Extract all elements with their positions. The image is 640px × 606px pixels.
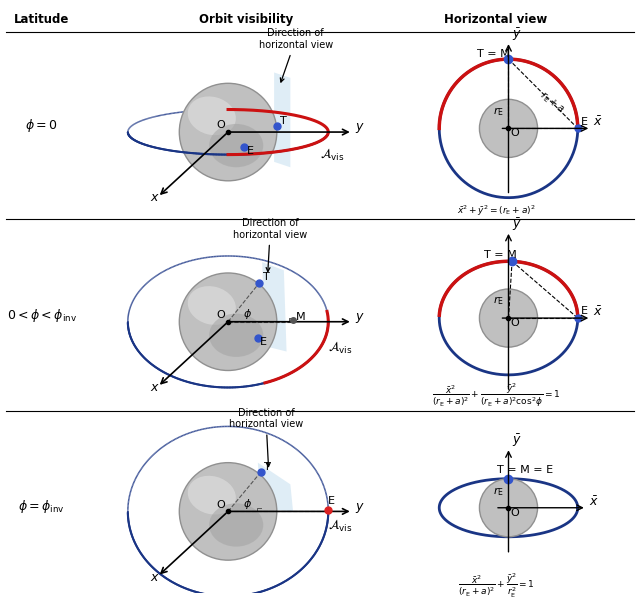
Text: Direction of
horizontal view: Direction of horizontal view bbox=[229, 408, 303, 467]
Text: E: E bbox=[581, 307, 588, 316]
Text: $\phi = 0$: $\phi = 0$ bbox=[25, 117, 58, 134]
Ellipse shape bbox=[179, 83, 277, 181]
Ellipse shape bbox=[188, 96, 236, 135]
Text: T = M = E: T = M = E bbox=[497, 465, 554, 475]
Text: Horizontal view: Horizontal view bbox=[444, 13, 548, 26]
Text: $\mathcal{A}_{\rm vis}$: $\mathcal{A}_{\rm vis}$ bbox=[328, 518, 353, 534]
Text: O: O bbox=[511, 128, 520, 138]
Text: $\bar{x}$: $\bar{x}$ bbox=[589, 495, 599, 508]
Text: $\phi$: $\phi$ bbox=[243, 307, 252, 321]
Text: O: O bbox=[511, 508, 520, 518]
Ellipse shape bbox=[209, 313, 263, 357]
Text: $\bar{x}^2 + \bar{y}^2 = (r_{\rm E} + a)^2$: $\bar{x}^2 + \bar{y}^2 = (r_{\rm E} + a)… bbox=[457, 204, 535, 218]
Text: T = M: T = M bbox=[484, 250, 516, 260]
Text: $\bar{x}$: $\bar{x}$ bbox=[593, 116, 604, 129]
Text: T: T bbox=[280, 116, 287, 126]
Text: $r_{\rm E}+a$: $r_{\rm E}+a$ bbox=[536, 88, 566, 116]
Text: $\phi = \phi_{\rm inv}$: $\phi = \phi_{\rm inv}$ bbox=[18, 498, 65, 514]
Text: M: M bbox=[296, 311, 306, 322]
Text: T: T bbox=[264, 462, 271, 471]
Text: $x$: $x$ bbox=[150, 191, 159, 204]
Ellipse shape bbox=[188, 286, 236, 325]
Text: $\bar{y}$: $\bar{y}$ bbox=[511, 27, 522, 43]
Text: $\dfrac{\bar{x}^2}{(r_{\rm E}+a)^2} + \dfrac{\bar{y}^2}{r_{\rm E}^2} = 1$: $\dfrac{\bar{x}^2}{(r_{\rm E}+a)^2} + \d… bbox=[458, 572, 534, 600]
Ellipse shape bbox=[179, 273, 277, 370]
Text: $\mathcal{A}_{\rm vis}$: $\mathcal{A}_{\rm vis}$ bbox=[320, 147, 345, 163]
Text: $\dfrac{\bar{x}^2}{(r_{\rm E}+a)^2} + \dfrac{\bar{y}^2}{(r_{\rm E}+a)^2\cos^2\!\: $\dfrac{\bar{x}^2}{(r_{\rm E}+a)^2} + \d… bbox=[432, 381, 560, 409]
Text: E: E bbox=[260, 337, 267, 347]
Text: Direction of
horizontal view: Direction of horizontal view bbox=[233, 218, 307, 271]
Text: Orbit visibility: Orbit visibility bbox=[199, 13, 294, 26]
Text: $r_{\rm E}$: $r_{\rm E}$ bbox=[493, 295, 504, 307]
Circle shape bbox=[479, 289, 538, 347]
Text: Direction of
horizontal view: Direction of horizontal view bbox=[259, 28, 333, 82]
Text: $y$: $y$ bbox=[355, 501, 365, 514]
Text: $r_{\rm E}$: $r_{\rm E}$ bbox=[493, 485, 504, 499]
Text: $\bar{y}$: $\bar{y}$ bbox=[511, 433, 522, 449]
Text: $\mathcal{A}_{\rm vis}$: $\mathcal{A}_{\rm vis}$ bbox=[328, 339, 353, 356]
Text: $y$: $y$ bbox=[355, 121, 365, 135]
Text: $x$: $x$ bbox=[150, 571, 159, 584]
Text: $\phi$: $\phi$ bbox=[243, 496, 252, 510]
Text: T = M: T = M bbox=[477, 49, 510, 59]
Text: Latitude: Latitude bbox=[14, 13, 69, 26]
Ellipse shape bbox=[209, 124, 263, 167]
Text: $y$: $y$ bbox=[355, 311, 365, 325]
Circle shape bbox=[479, 479, 538, 537]
Polygon shape bbox=[262, 262, 287, 351]
Text: E: E bbox=[581, 117, 588, 127]
Ellipse shape bbox=[209, 503, 263, 547]
Text: $0 < \phi < \phi_{\rm inv}$: $0 < \phi < \phi_{\rm inv}$ bbox=[6, 307, 77, 324]
Text: O: O bbox=[216, 310, 225, 320]
Polygon shape bbox=[274, 73, 291, 167]
Circle shape bbox=[479, 99, 538, 158]
Text: O: O bbox=[511, 318, 520, 328]
Polygon shape bbox=[258, 462, 293, 511]
Ellipse shape bbox=[188, 476, 236, 514]
Text: $\bar{y}$: $\bar{y}$ bbox=[511, 216, 522, 233]
Text: E: E bbox=[247, 145, 254, 156]
Text: $r_{\rm E}$: $r_{\rm E}$ bbox=[493, 105, 504, 118]
Text: O: O bbox=[216, 499, 225, 510]
Text: O: O bbox=[216, 120, 225, 130]
Ellipse shape bbox=[179, 462, 277, 560]
Text: $\bar{x}$: $\bar{x}$ bbox=[593, 305, 604, 319]
Text: T: T bbox=[263, 272, 269, 282]
Text: E: E bbox=[328, 496, 335, 507]
Text: $x$: $x$ bbox=[150, 381, 159, 394]
